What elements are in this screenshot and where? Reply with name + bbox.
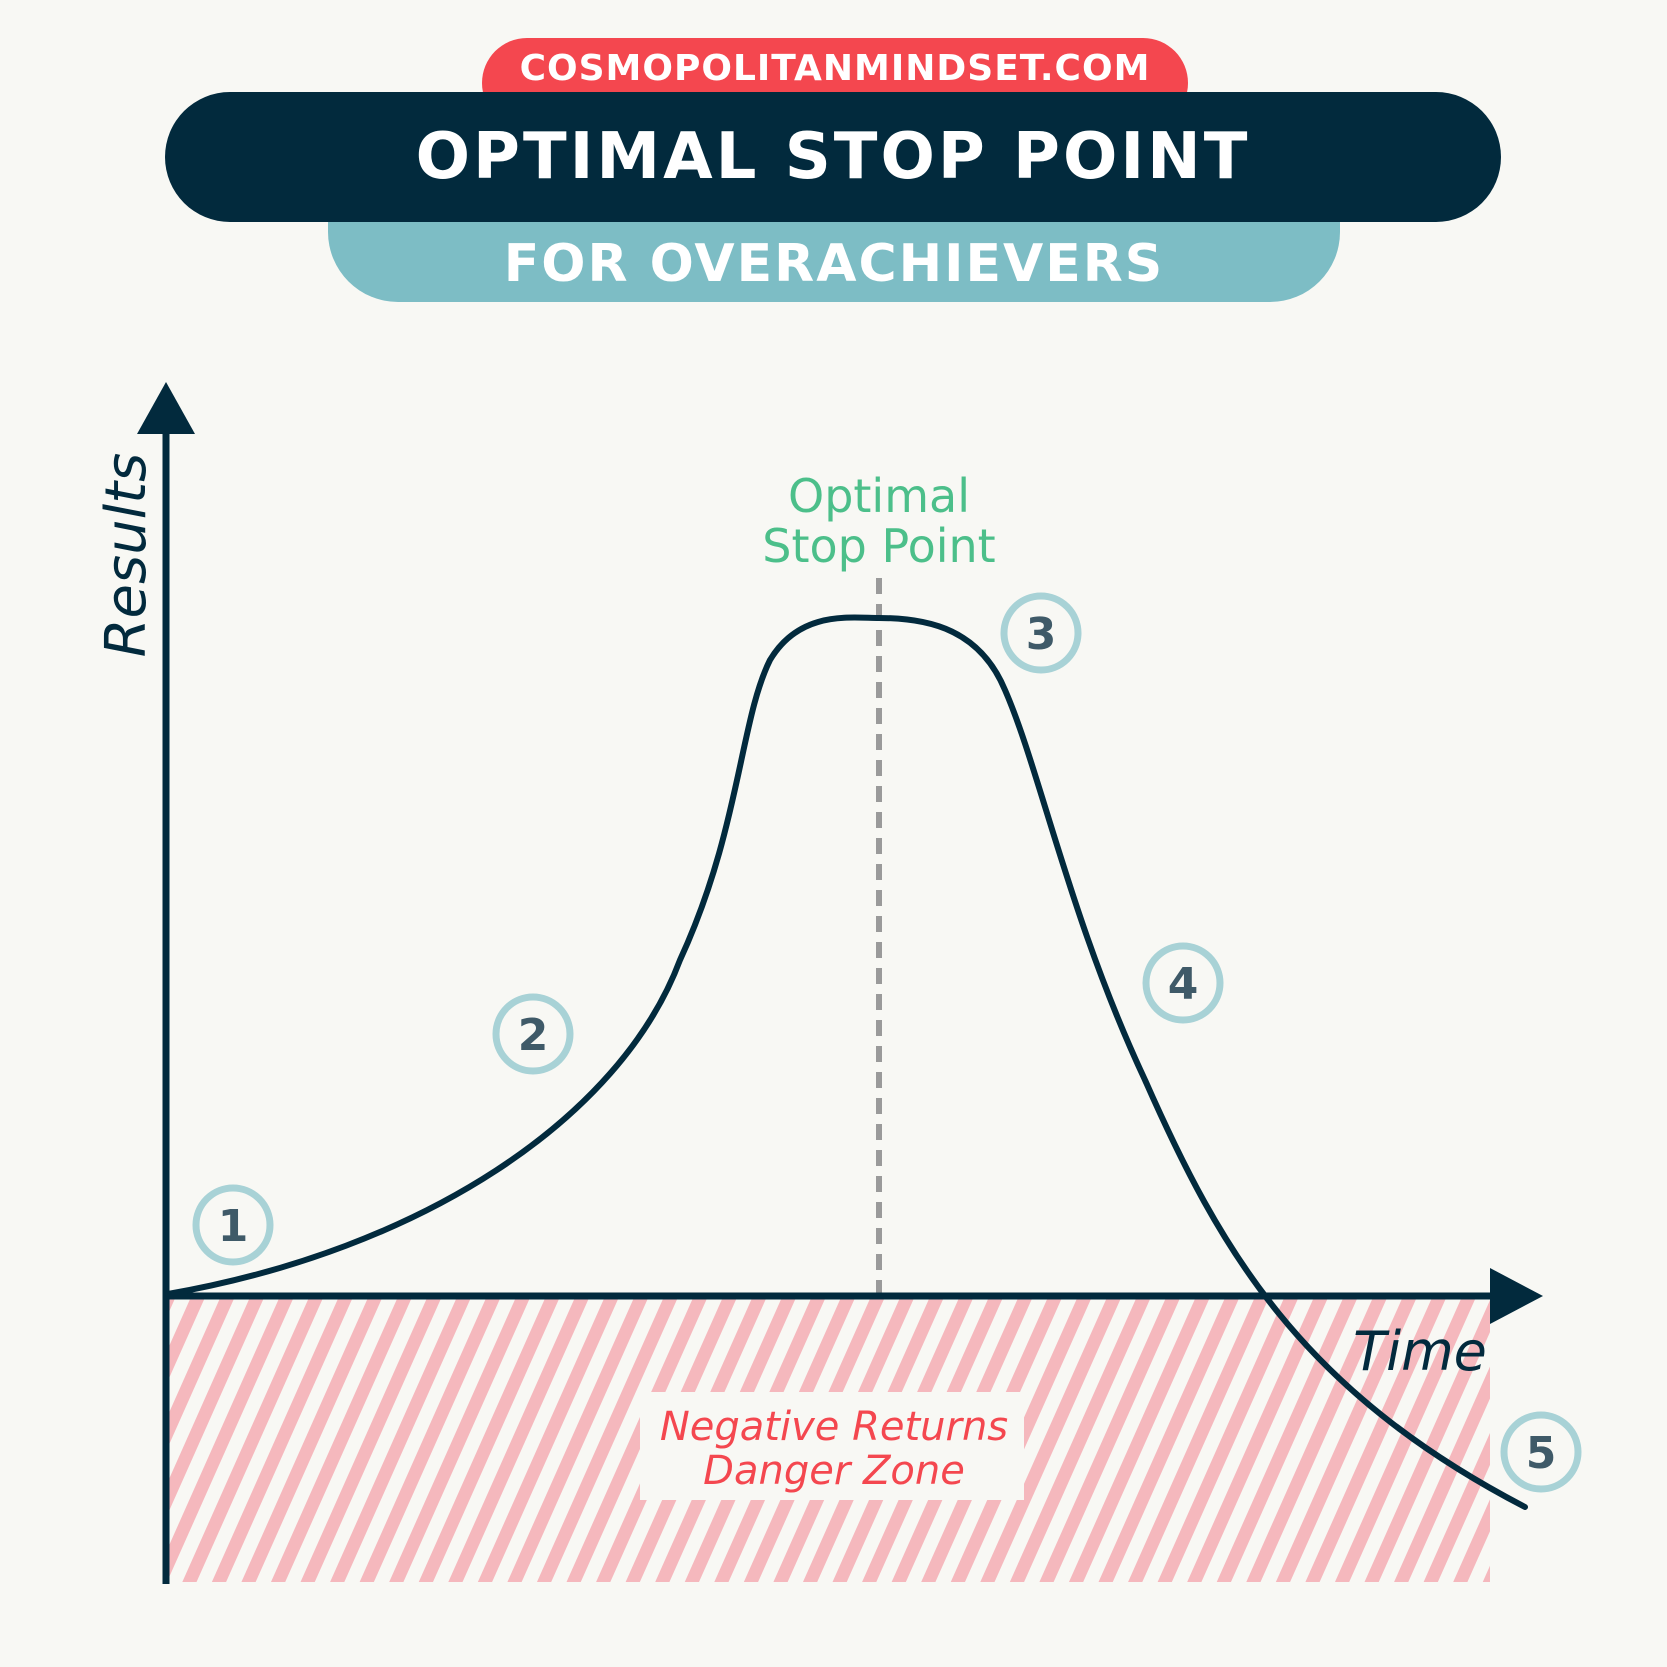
header: COSMOPOLITANMINDSET.COM FOR OVERACHIEVER… <box>0 0 1667 320</box>
results-curve <box>165 614 1528 1510</box>
danger-zone-line2: Danger Zone <box>703 1448 965 1494</box>
x-axis-arrow <box>1490 1268 1543 1324</box>
stage-badge-5: 5 <box>1500 1411 1582 1493</box>
optimal-label-line2: Stop Point <box>762 519 995 573</box>
optimal-label-line1: Optimal <box>788 469 970 523</box>
y-axis-label: Results <box>94 453 159 658</box>
stage-badge-1: 1 <box>192 1184 274 1266</box>
stage-number-3: 3 <box>1026 609 1057 660</box>
stage-badge-4: 4 <box>1142 942 1224 1024</box>
stage-number-5: 5 <box>1526 1428 1557 1479</box>
stage-number-1: 1 <box>218 1201 249 1252</box>
stage-badge-3: 3 <box>1000 592 1082 674</box>
stage-badge-2: 2 <box>492 993 574 1075</box>
stage-number-4: 4 <box>1168 959 1199 1010</box>
x-axis-label: Time <box>1353 1320 1487 1383</box>
y-axis-arrow <box>137 382 195 434</box>
danger-zone-label-bg <box>640 1392 1024 1500</box>
title-banner: OPTIMAL STOP POINT <box>165 92 1501 222</box>
stage-number-2: 2 <box>518 1010 549 1061</box>
danger-zone-line1: Negative Returns <box>660 1404 1008 1450</box>
